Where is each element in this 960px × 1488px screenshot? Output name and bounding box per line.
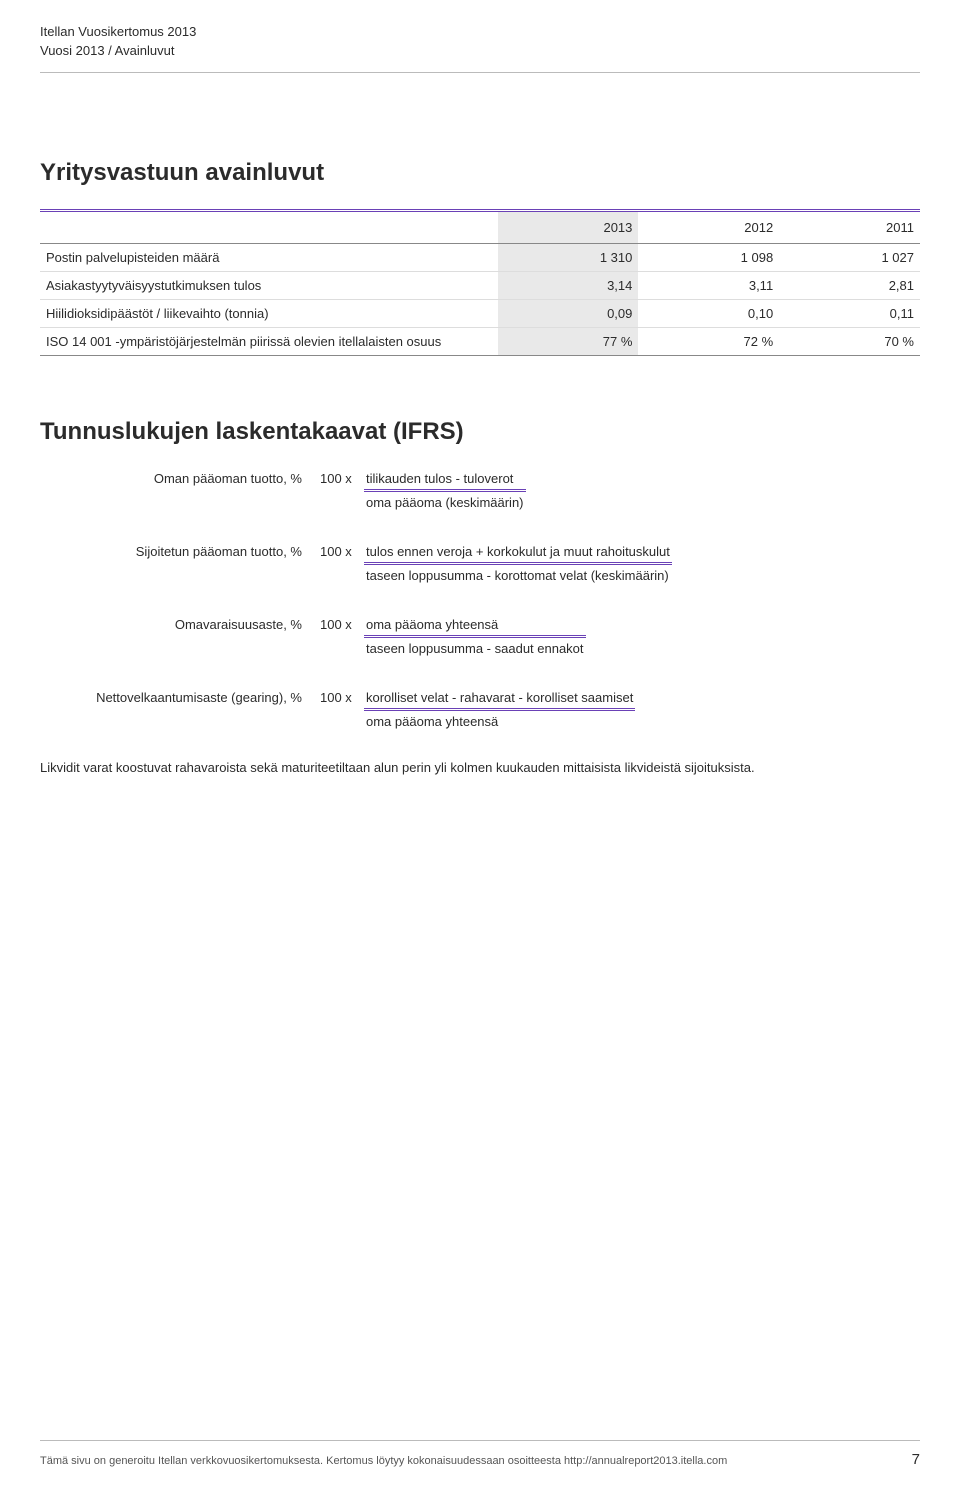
table-cell: 0,10: [638, 300, 779, 328]
formula-name: Omavaraisuusaste, %: [40, 614, 320, 632]
table-cell: 1 027: [779, 244, 920, 272]
formula-fraction: tilikauden tulos - tuloverot oma pääoma …: [364, 468, 526, 513]
formula-return-on-investment: Sijoitetun pääoman tuotto, % 100 x tulos…: [40, 541, 920, 586]
header-divider: [40, 72, 920, 73]
formula-multiplier: 100 x: [320, 687, 364, 705]
table-cell: 0,09: [498, 300, 639, 328]
liquid-assets-note: Likvidit varat koostuvat rahavaroista se…: [40, 760, 920, 775]
breadcrumb: Vuosi 2013 / Avainluvut: [40, 43, 920, 58]
formula-gearing: Nettovelkaantumisaste (gearing), % 100 x…: [40, 687, 920, 732]
formula-fraction: tulos ennen veroja + korkokulut ja muut …: [364, 541, 672, 586]
page-number: 7: [912, 1451, 920, 1468]
table-cell-label: ISO 14 001 -ympäristöjärjestelmän piiris…: [40, 328, 498, 356]
formula-numerator: oma pääoma yhteensä: [364, 614, 586, 635]
formula-fraction: oma pääoma yhteensä taseen loppusumma - …: [364, 614, 586, 659]
table-cell: 2,81: [779, 272, 920, 300]
table-cell: 3,11: [638, 272, 779, 300]
formula-denominator: oma pääoma yhteensä: [364, 711, 635, 732]
table-cell: 70 %: [779, 328, 920, 356]
report-title: Itellan Vuosikertomus 2013: [40, 24, 920, 39]
page-header: Itellan Vuosikertomus 2013 Vuosi 2013 / …: [40, 24, 920, 73]
formula-multiplier: 100 x: [320, 468, 364, 486]
formula-name: Oman pääoman tuotto, %: [40, 468, 320, 486]
footer-text: Tämä sivu on generoitu Itellan verkkovuo…: [40, 1455, 727, 1467]
table-cell: 77 %: [498, 328, 639, 356]
section2-heading: Tunnuslukujen laskentakaavat (IFRS): [40, 418, 920, 446]
table-header-empty: [40, 211, 498, 244]
table-header-2011: 2011: [779, 211, 920, 244]
formula-denominator: taseen loppusumma - korottomat velat (ke…: [364, 565, 672, 586]
table-cell: 1 310: [498, 244, 639, 272]
formula-numerator: korolliset velat - rahavarat - korollise…: [364, 687, 635, 708]
table-header-2012: 2012: [638, 211, 779, 244]
table-cell: 0,11: [779, 300, 920, 328]
formula-multiplier: 100 x: [320, 614, 364, 632]
formula-equity-ratio: Omavaraisuusaste, % 100 x oma pääoma yht…: [40, 614, 920, 659]
table-header-2013: 2013: [498, 211, 639, 244]
section1-heading: Yritysvastuun avainluvut: [40, 159, 920, 187]
table-cell: 1 098: [638, 244, 779, 272]
table-row: Asiakastyytyväisyystutkimuksen tulos 3,1…: [40, 272, 920, 300]
key-figures-table: 2013 2012 2011 Postin palvelupisteiden m…: [40, 209, 920, 356]
table-row: Postin palvelupisteiden määrä 1 310 1 09…: [40, 244, 920, 272]
formula-numerator: tulos ennen veroja + korkokulut ja muut …: [364, 541, 672, 562]
table-row: Hiilidioksidipäästöt / liikevaihto (tonn…: [40, 300, 920, 328]
formula-denominator: taseen loppusumma - saadut ennakot: [364, 638, 586, 659]
formula-denominator: oma pääoma (keskimäärin): [364, 492, 526, 513]
formula-numerator: tilikauden tulos - tuloverot: [364, 468, 526, 489]
table-cell: 72 %: [638, 328, 779, 356]
table-cell: 3,14: [498, 272, 639, 300]
formula-return-on-equity: Oman pääoman tuotto, % 100 x tilikauden …: [40, 468, 920, 513]
formula-name: Nettovelkaantumisaste (gearing), %: [40, 687, 320, 705]
formula-multiplier: 100 x: [320, 541, 364, 559]
footer-divider: [40, 1440, 920, 1441]
table-cell-label: Asiakastyytyväisyystutkimuksen tulos: [40, 272, 498, 300]
formula-list: Oman pääoman tuotto, % 100 x tilikauden …: [40, 468, 920, 732]
page-footer: Tämä sivu on generoitu Itellan verkkovuo…: [40, 1440, 920, 1468]
table-header-row: 2013 2012 2011: [40, 211, 920, 244]
table-cell-label: Hiilidioksidipäästöt / liikevaihto (tonn…: [40, 300, 498, 328]
table-row: ISO 14 001 -ympäristöjärjestelmän piiris…: [40, 328, 920, 356]
table-cell-label: Postin palvelupisteiden määrä: [40, 244, 498, 272]
formula-fraction: korolliset velat - rahavarat - korollise…: [364, 687, 635, 732]
formula-name: Sijoitetun pääoman tuotto, %: [40, 541, 320, 559]
